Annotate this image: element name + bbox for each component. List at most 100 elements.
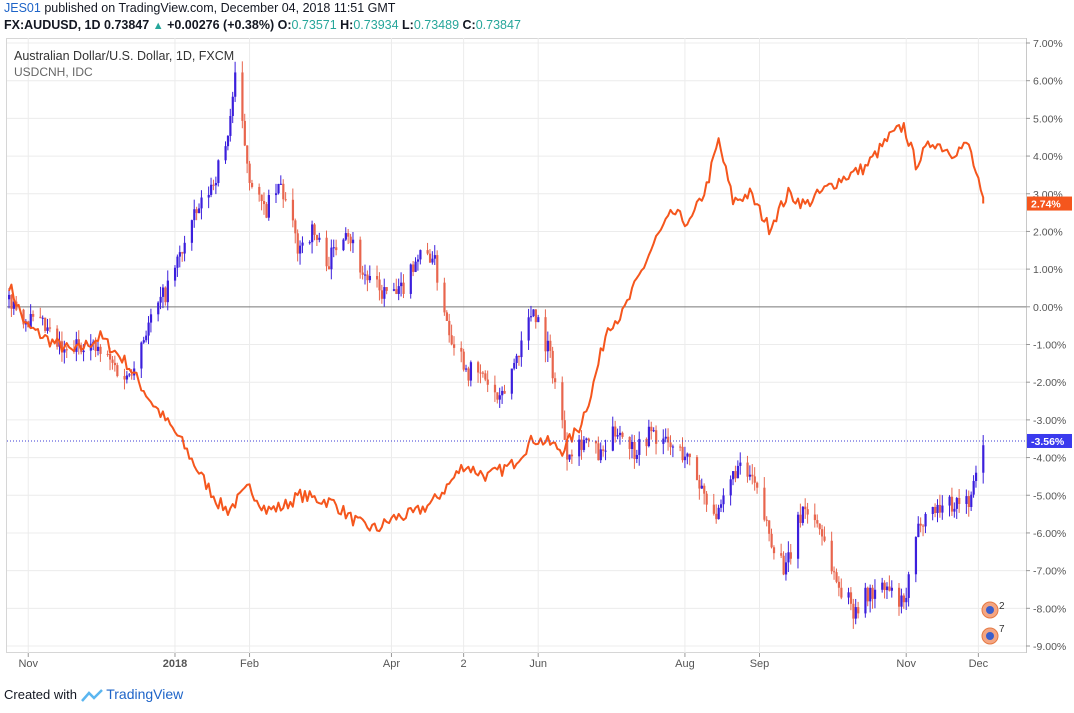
candle-body [351, 239, 355, 244]
candle-body [157, 302, 160, 315]
candle-body [159, 296, 162, 303]
candle-body [782, 555, 785, 575]
candle-body [784, 562, 788, 575]
flag-badge-b[interactable]: 7 [981, 624, 1005, 645]
candle-body [234, 72, 237, 97]
candle-body [113, 362, 117, 366]
candle-body [349, 236, 352, 244]
candle-body [881, 582, 884, 590]
candle-body [294, 220, 297, 234]
y-tick-label: 6.00% [1033, 76, 1063, 88]
candle-body [729, 479, 732, 496]
candle-body [241, 72, 244, 121]
candle-body [147, 322, 150, 336]
candle-body [145, 335, 148, 341]
candle-body [618, 432, 622, 436]
x-tick-label: Jun [529, 658, 547, 670]
candle-body [142, 340, 145, 343]
candle-body [501, 390, 504, 396]
candle-body [416, 259, 420, 262]
candle-body [604, 450, 607, 452]
candle-body [799, 514, 802, 523]
candle-body [597, 443, 600, 461]
candle-body [347, 233, 350, 237]
candle-body [768, 520, 771, 534]
candle-body [428, 253, 432, 263]
candle-body [65, 349, 68, 351]
candle-body [484, 373, 487, 380]
candle-body [582, 439, 586, 450]
author-link[interactable]: JES01 [4, 1, 41, 15]
candle-body [368, 276, 372, 281]
candle-body [41, 317, 44, 319]
candle-body [161, 287, 165, 297]
candle-body [614, 426, 617, 437]
candle-body [193, 209, 196, 221]
candle-body [140, 342, 143, 369]
candle-body [243, 120, 246, 146]
candle-body [751, 474, 754, 477]
candle-body [628, 436, 631, 449]
candle-body [183, 242, 186, 254]
candle-body [8, 294, 11, 300]
candle-body [739, 462, 742, 466]
candle-body [965, 496, 968, 504]
candle-body [936, 504, 939, 514]
tradingview-link[interactable]: TradingView [106, 686, 184, 702]
candle-body [756, 482, 759, 488]
candle-body [469, 362, 473, 381]
candle-body [513, 363, 516, 369]
x-tick-label: 2 [461, 658, 467, 670]
y-tick-label: 7.00% [1033, 38, 1063, 50]
candle-body [549, 340, 552, 351]
flag-badge-a[interactable]: 2 [981, 601, 1005, 619]
candle-body [669, 442, 672, 448]
candle-body [847, 592, 850, 598]
y-tick-label: -3.00% [1033, 415, 1066, 427]
candle-body [650, 426, 653, 432]
y-tick-label: -7.00% [1033, 566, 1066, 578]
candle-body [210, 184, 213, 195]
candle-body [722, 495, 725, 505]
candle-body [214, 183, 218, 186]
y-tick-label: -8.00% [1033, 603, 1066, 615]
x-tick-label: Nov [896, 658, 916, 670]
candle-body [840, 587, 843, 598]
candle-body [671, 446, 675, 448]
candle-body [551, 350, 554, 379]
candle-body [383, 287, 386, 299]
candle-body [686, 453, 689, 457]
candle-body [919, 523, 922, 526]
candle-body [224, 146, 227, 161]
high-value: 0.73934 [353, 18, 399, 32]
candle-body [972, 480, 975, 495]
candle-body [318, 237, 321, 240]
y-tick-label: 0.00% [1033, 302, 1063, 314]
candle-body [683, 456, 687, 461]
candle-body [890, 587, 893, 591]
candle-body [299, 245, 302, 254]
candle-body [796, 514, 800, 559]
candle-body [914, 537, 918, 575]
candle-body [948, 496, 951, 506]
chart-frame [6, 38, 1027, 653]
candle-body [958, 497, 961, 504]
candle-body [570, 454, 574, 457]
candle-body [765, 519, 768, 521]
usdcnh-line [8, 122, 985, 533]
candle-body [291, 199, 295, 221]
candle-body [200, 197, 203, 209]
candle-body [763, 487, 766, 520]
candle-body [720, 504, 723, 508]
candle-body [496, 392, 499, 400]
candle-body [267, 195, 270, 218]
candle-body [806, 509, 809, 515]
candle-body [176, 256, 179, 268]
candle-body [477, 362, 480, 373]
candle-body [436, 255, 439, 283]
candle-body [166, 280, 169, 303]
candle-body [419, 250, 422, 260]
candle-body [953, 508, 956, 512]
candle-body [568, 454, 571, 460]
